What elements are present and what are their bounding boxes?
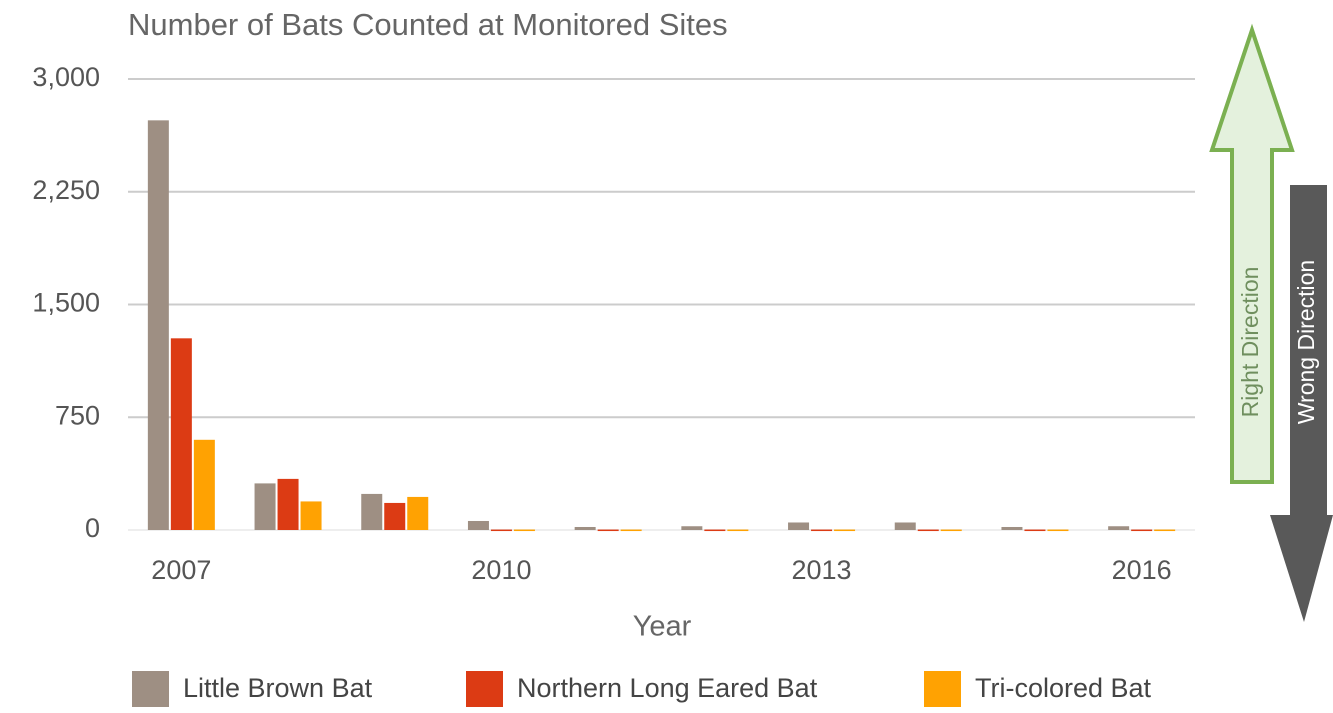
- chart-title: Number of Bats Counted at Monitored Site…: [128, 7, 728, 42]
- legend-label: Tri-colored Bat: [975, 673, 1152, 703]
- bar: [467, 520, 489, 530]
- bar: [407, 496, 429, 530]
- bar: [597, 529, 619, 532]
- bar: [384, 502, 406, 530]
- legend-label: Northern Long Eared Bat: [517, 673, 818, 703]
- x-axis-label: Year: [633, 611, 692, 643]
- bar: [681, 526, 703, 530]
- bar: [147, 120, 169, 530]
- y-tick-label: 750: [55, 400, 100, 430]
- x-tick-label: 2016: [1112, 555, 1172, 585]
- wrong-direction-arrow: Wrong Direction: [1270, 185, 1333, 622]
- bar: [193, 439, 215, 530]
- y-tick-label: 3,000: [32, 62, 100, 92]
- bar: [1001, 526, 1023, 530]
- down-arrow: [1270, 185, 1333, 622]
- bar: [620, 529, 642, 532]
- legend-swatch: [132, 671, 169, 707]
- bar: [490, 529, 512, 532]
- bar: [917, 529, 939, 532]
- bar: [1154, 529, 1176, 532]
- bar: [300, 501, 322, 530]
- bar: [811, 529, 833, 532]
- bar: [513, 529, 535, 532]
- bar: [170, 338, 192, 530]
- bar: [788, 522, 810, 530]
- legend-label: Little Brown Bat: [183, 673, 373, 703]
- bar: [1108, 526, 1130, 530]
- x-tick-label: 2007: [151, 555, 211, 585]
- bar: [1024, 529, 1046, 532]
- bar: [574, 526, 596, 530]
- bar: [834, 529, 856, 532]
- annotation: Right Direction: [1237, 267, 1263, 418]
- annotation: Wrong Direction: [1293, 260, 1319, 424]
- y-tick-label: 1,500: [32, 288, 100, 318]
- bar: [1131, 529, 1153, 532]
- bar: [254, 483, 276, 530]
- x-tick-label: 2010: [471, 555, 531, 585]
- bar: [277, 478, 299, 530]
- legend-swatch: [924, 671, 961, 707]
- up-arrow: [1209, 23, 1295, 484]
- y-tick-label: 2,250: [32, 175, 100, 205]
- bar: [727, 529, 749, 532]
- right-direction-arrow: Right Direction: [1209, 23, 1295, 484]
- bar: [940, 529, 962, 532]
- bar: [1047, 529, 1069, 532]
- y-tick-label: 0: [85, 513, 100, 543]
- bar: [361, 493, 383, 530]
- bar: [894, 522, 916, 530]
- x-tick-label: 2013: [792, 555, 852, 585]
- legend-swatch: [466, 671, 503, 707]
- bar: [704, 529, 726, 532]
